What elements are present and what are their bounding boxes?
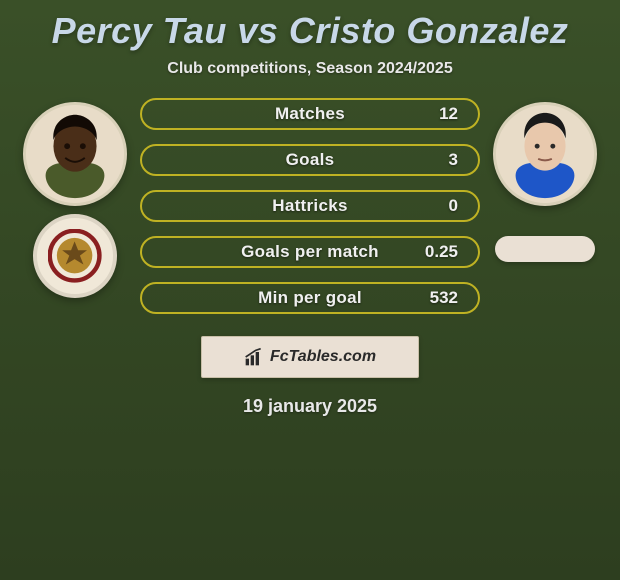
subtitle: Club competitions, Season 2024/2025 [167,60,452,78]
stat-bar-gpm: Goals per match 0.25 [140,236,480,268]
player-left-col [20,98,130,298]
player-left-club-badge [33,214,117,298]
stat-label: Goals [286,150,335,170]
avatar-right-svg [496,105,594,203]
avatar-left-svg [26,105,124,203]
stat-label: Matches [275,104,345,124]
stat-bar-hattricks: Hattricks 0 [140,190,480,222]
stat-label: Min per goal [258,288,362,308]
brand-text: FcTables.com [270,348,376,366]
stat-bar-mpg: Min per goal 532 [140,282,480,314]
stat-value-right: 12 [439,104,458,124]
stat-value-right: 0 [449,196,458,216]
player-right-club-blank [495,236,595,262]
content-row: Matches 12 Goals 3 Hattricks 0 Goals per… [0,98,620,314]
page-title: Percy Tau vs Cristo Gonzalez [52,10,569,52]
stat-value-right: 532 [430,288,458,308]
club-left-svg [48,229,101,282]
stat-label: Goals per match [241,242,379,262]
date-text: 19 january 2025 [243,396,377,417]
stat-value-right: 3 [449,150,458,170]
player-right-col [490,98,600,262]
stat-bar-goals: Goals 3 [140,144,480,176]
stat-bar-matches: Matches 12 [140,98,480,130]
player-left-avatar [23,102,127,206]
brand-pill[interactable]: FcTables.com [201,336,419,378]
stats-column: Matches 12 Goals 3 Hattricks 0 Goals per… [140,98,480,314]
chart-icon [244,347,264,367]
stat-label: Hattricks [272,196,347,216]
stat-value-right: 0.25 [425,242,458,262]
player-right-avatar [493,102,597,206]
comparison-card: Percy Tau vs Cristo Gonzalez Club compet… [0,0,620,417]
